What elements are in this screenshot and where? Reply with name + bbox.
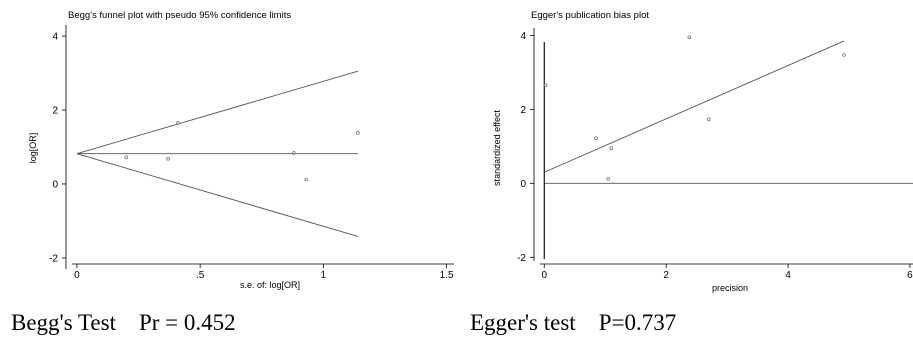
egger-y-tick-label: 2 bbox=[520, 105, 526, 116]
begg-data-point bbox=[304, 177, 308, 182]
begg-upper-confidence-limit bbox=[76, 70, 359, 155]
egger-test-result: Egger's test P=0.737 bbox=[470, 310, 677, 335]
begg-test-result: Begg's Test Pr = 0.452 bbox=[11, 310, 236, 335]
egger-x-tick-label: 4 bbox=[785, 270, 791, 281]
egger-data-point bbox=[842, 53, 846, 57]
begg-y-tick-label: 2 bbox=[52, 106, 58, 117]
egger-data-point bbox=[707, 117, 711, 122]
begg-data-point bbox=[176, 121, 180, 125]
egger-data-point bbox=[687, 35, 692, 40]
begg-x-tick-label: .5 bbox=[196, 270, 205, 281]
egger-data-point bbox=[543, 83, 548, 88]
egger-data-point bbox=[606, 177, 611, 181]
egger-x-axis-label: precision bbox=[712, 283, 748, 293]
begg-lower-confidence-limit bbox=[76, 153, 359, 237]
egger-x-tick-label: 6 bbox=[907, 270, 913, 281]
begg-x-tick-label: 1 bbox=[321, 270, 327, 281]
egger-data-point bbox=[594, 136, 598, 141]
begg-y-axis-label: log[OR] bbox=[28, 133, 38, 164]
egger-y-tick-label: -2 bbox=[517, 253, 526, 264]
egger-data-point bbox=[609, 146, 614, 150]
begg-x-axis-label: s.e. of: log[OR] bbox=[240, 280, 300, 290]
egger-y-axis-label: standardized effect bbox=[492, 110, 502, 186]
egger-x-tick-label: 0 bbox=[541, 270, 547, 281]
begg-data-point bbox=[124, 155, 129, 160]
begg-data-point bbox=[356, 131, 360, 135]
begg-y-tick-label: 4 bbox=[52, 32, 58, 43]
begg-y-tick-label: -2 bbox=[49, 253, 58, 264]
egger-y-tick-label: 4 bbox=[520, 31, 526, 42]
begg-y-tick-label: 0 bbox=[52, 179, 58, 190]
egger-regression-line bbox=[544, 40, 845, 173]
egger-x-tick-label: 2 bbox=[663, 270, 669, 281]
begg-funnel-plot: Begg's funnel plot with pseudo 95% confi… bbox=[28, 10, 454, 290]
begg-x-tick-label: 1.5 bbox=[440, 270, 454, 281]
begg-data-point bbox=[166, 157, 170, 161]
egger-plot-title: Egger's publication bias plot bbox=[531, 10, 649, 21]
begg-data-point bbox=[292, 151, 296, 155]
egger-y-tick-label: 0 bbox=[520, 179, 526, 190]
begg-x-tick-label: 0 bbox=[74, 270, 80, 281]
begg-plot-title: Begg's funnel plot with pseudo 95% confi… bbox=[68, 10, 291, 21]
